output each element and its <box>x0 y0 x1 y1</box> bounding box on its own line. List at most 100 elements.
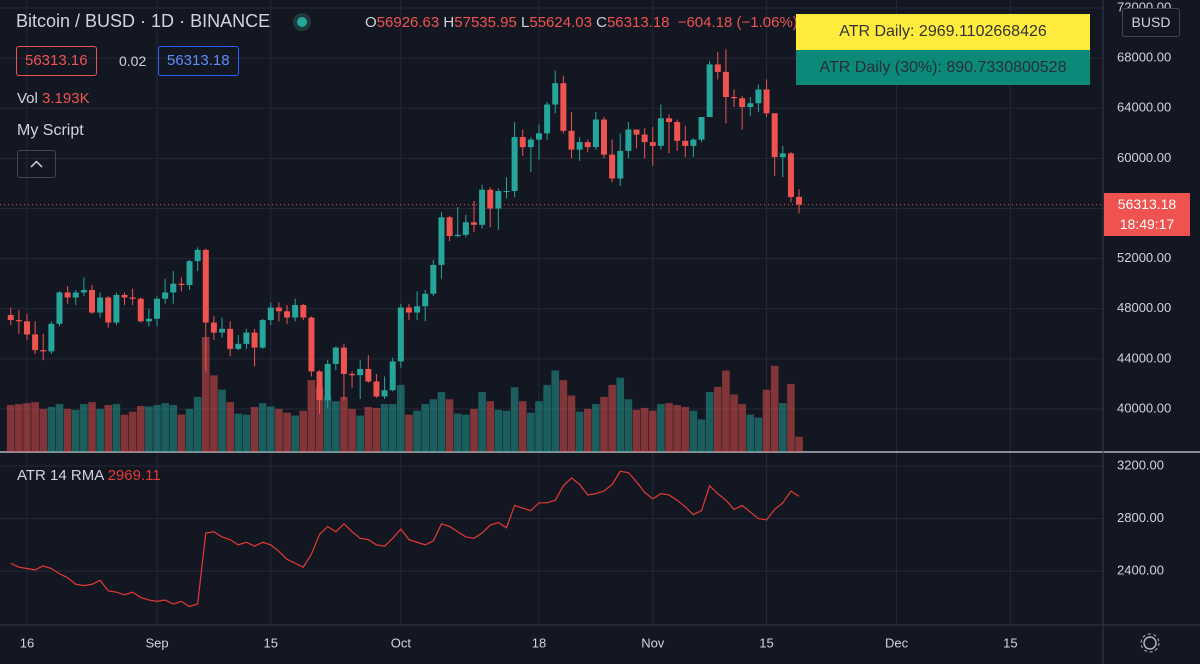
candle-body <box>15 320 22 322</box>
candle-body <box>430 264 437 294</box>
script-label: My Script <box>17 122 84 139</box>
atr-tick-label: 2400.00 <box>1117 563 1164 578</box>
candle-body <box>495 190 502 209</box>
y-tick-label: 60000.00 <box>1117 150 1171 165</box>
candle-body <box>568 130 575 150</box>
interval: 1D <box>151 11 175 31</box>
candle-body <box>186 261 193 285</box>
volume-bar <box>364 406 373 452</box>
h-letter: H <box>443 14 455 31</box>
settings-icon <box>1143 636 1157 650</box>
candle-body <box>324 363 331 401</box>
volume-bar <box>161 403 169 452</box>
volume-bar <box>71 409 80 452</box>
x-tick-label: Sep <box>145 635 168 650</box>
volume-bar <box>47 406 56 452</box>
volume-bar <box>795 436 803 452</box>
volume-bar <box>551 370 560 452</box>
volume-bar <box>193 396 202 452</box>
volume-bar <box>681 406 690 452</box>
volume-bar <box>218 389 226 452</box>
atr-line <box>10 470 800 608</box>
atr-tick-label: 2800.00 <box>1117 510 1164 525</box>
candle-body <box>625 129 632 151</box>
volume-bar <box>713 386 722 452</box>
candle-body <box>714 64 721 72</box>
volume-bar <box>648 410 657 452</box>
volume-bar <box>258 403 267 452</box>
candle-body <box>381 390 388 397</box>
volume-bar <box>201 337 210 452</box>
candle-body <box>267 307 274 321</box>
candle-body <box>259 320 266 348</box>
atr-30-box: ATR Daily (30%): 890.7330800528 <box>796 50 1090 85</box>
volume-bar <box>372 407 381 452</box>
candle-body <box>462 222 469 235</box>
y-tick-label: 64000.00 <box>1117 100 1171 115</box>
volume-bar <box>527 412 535 452</box>
l-letter: L <box>521 14 530 31</box>
candle-body <box>641 134 648 143</box>
open-value: 56926.63 <box>376 14 440 31</box>
volume-bar <box>673 405 681 452</box>
symbol: Bitcoin / BUSD <box>16 11 136 31</box>
volume-bar <box>559 380 568 452</box>
chevron <box>30 160 43 168</box>
volume-bar <box>397 384 405 452</box>
candle-body <box>682 140 689 146</box>
atr-legend: ATR 14 RMA 2969.11 <box>17 467 161 484</box>
volume-bar <box>128 411 137 452</box>
candle-body <box>690 139 697 146</box>
collapse-button[interactable] <box>17 150 56 178</box>
volume-bar <box>746 414 755 452</box>
volume-bar <box>762 389 771 452</box>
volume-bar <box>462 414 470 452</box>
candle-body <box>121 294 128 298</box>
volume-bar <box>55 404 64 452</box>
candle-body <box>170 283 177 293</box>
candle-body <box>617 150 624 179</box>
candle-body <box>584 142 591 148</box>
candle-body <box>194 249 201 262</box>
volume-bar <box>153 405 161 452</box>
volume-bar <box>31 402 39 452</box>
candle-body <box>357 368 364 376</box>
candle-body <box>592 119 599 148</box>
volume-bar <box>6 405 15 452</box>
volume-bar <box>600 396 608 452</box>
market-open-dot <box>297 17 308 27</box>
volume-bar <box>510 387 519 452</box>
volume-bar <box>657 404 665 452</box>
candle-body <box>145 318 152 322</box>
candle-body <box>609 154 616 179</box>
sell-button[interactable]: 56313.16 <box>16 46 97 76</box>
candle-body <box>479 189 486 225</box>
candle-body <box>633 129 640 135</box>
candle-body <box>332 347 339 364</box>
candle-body <box>389 361 396 391</box>
volume-bar <box>470 408 478 452</box>
candle-body <box>535 133 542 140</box>
candle-body <box>763 89 770 114</box>
volume-name: Vol <box>17 90 38 107</box>
o-letter: O <box>365 14 377 31</box>
volume-bar <box>145 406 153 452</box>
volume-bar <box>567 395 576 452</box>
y-tick-label: 40000.00 <box>1117 400 1171 415</box>
exchange: BINANCE <box>190 11 271 31</box>
volume-bar <box>275 408 283 452</box>
candle-body <box>503 190 510 192</box>
change: −604.18 (−1.06%) <box>677 14 798 31</box>
candle-body <box>227 328 234 349</box>
x-tick-label: 18 <box>532 635 546 650</box>
volume-bar <box>778 403 787 452</box>
buy-button[interactable]: 56313.18 <box>158 46 239 76</box>
volume-bar <box>754 417 763 452</box>
currency-button[interactable]: BUSD <box>1122 8 1180 37</box>
close-value: 56313.18 <box>606 14 670 31</box>
volume-bar <box>380 404 389 452</box>
atr-last: 2969.11 <box>107 467 161 484</box>
volume-bar <box>437 392 446 452</box>
candle-body <box>210 322 217 333</box>
